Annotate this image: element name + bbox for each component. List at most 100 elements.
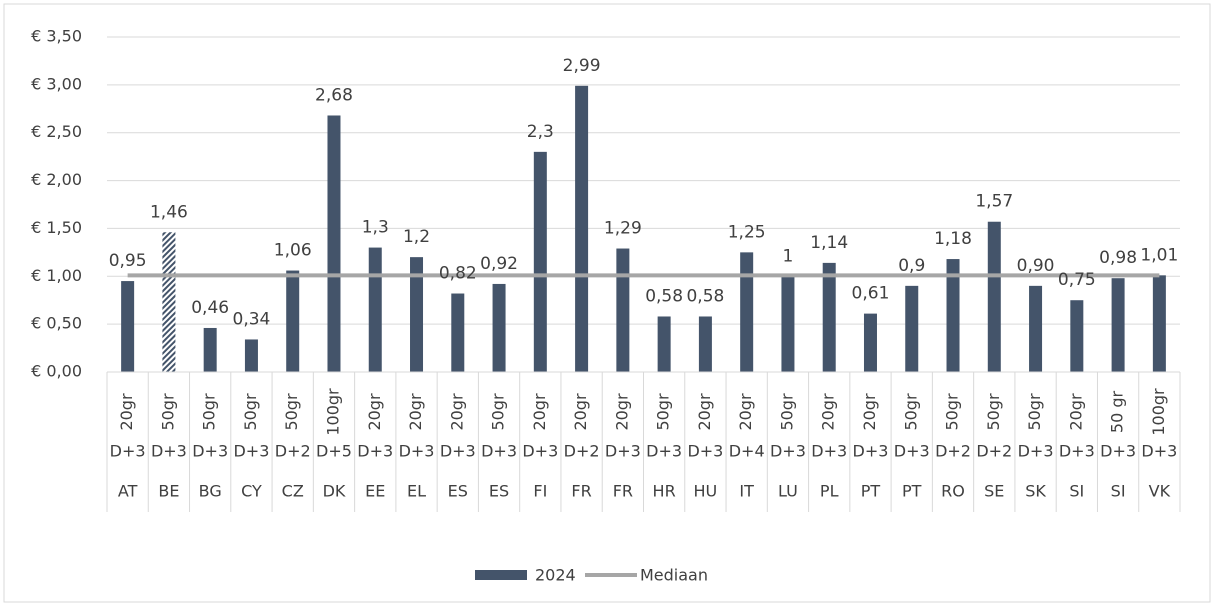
x-weight-label: 20gr <box>860 393 879 431</box>
bar <box>533 151 547 372</box>
x-delivery-label: D+3 <box>440 442 476 461</box>
data-label: 1,25 <box>728 222 766 242</box>
x-weight-label: 20gr <box>117 393 136 431</box>
bar <box>1152 275 1166 372</box>
x-tick-label: CZ <box>282 482 304 501</box>
data-label: 2,99 <box>563 56 601 76</box>
x-weight-label: 50gr <box>777 393 796 431</box>
legend-label: Mediaan <box>640 566 708 585</box>
x-tick-label: FR <box>571 482 591 501</box>
bar <box>286 270 300 372</box>
x-tick-label: EL <box>407 482 426 501</box>
x-weight-label: 50gr <box>901 393 920 431</box>
data-label: 1,01 <box>1140 245 1178 265</box>
bar <box>162 232 176 372</box>
x-tick-label: SK <box>1025 482 1046 501</box>
data-label: 0,98 <box>1099 248 1137 268</box>
x-weight-label: 50gr <box>1025 393 1044 431</box>
x-weight-label: 50gr <box>241 393 260 431</box>
x-tick-label: PT <box>861 482 881 501</box>
bar <box>987 221 1001 372</box>
x-weight-label: 20gr <box>1066 393 1085 431</box>
x-tick-label: IT <box>739 482 754 501</box>
data-label: 0,46 <box>191 298 229 318</box>
legend-swatch <box>475 570 527 580</box>
x-delivery-label: D+3 <box>1100 442 1136 461</box>
x-weight-label: 20gr <box>365 393 384 431</box>
bar <box>616 248 630 372</box>
x-delivery-label: D+3 <box>1141 442 1177 461</box>
x-tick-label: SE <box>984 482 1004 501</box>
chart-border <box>3 3 1211 603</box>
x-delivery-label: D+2 <box>976 442 1012 461</box>
bar <box>1111 278 1125 372</box>
y-tick-label: € 3,50 <box>31 27 82 46</box>
data-label: 0,58 <box>686 286 724 306</box>
x-tick-label: HU <box>694 482 718 501</box>
data-label: 1,2 <box>403 227 430 247</box>
x-weight-label: 50gr <box>654 393 673 431</box>
x-tick-label: SI <box>1069 482 1084 501</box>
bar <box>410 257 424 372</box>
x-tick-label: SI <box>1111 482 1126 501</box>
x-delivery-label: D+3 <box>357 442 393 461</box>
data-label: 1,06 <box>274 241 312 261</box>
x-tick-label: CY <box>241 482 262 501</box>
bar <box>946 259 960 372</box>
bar <box>657 316 671 372</box>
bar <box>121 281 135 372</box>
x-delivery-label: D+3 <box>522 442 558 461</box>
x-weight-label: 20gr <box>447 393 466 431</box>
x-tick-label: LU <box>778 482 798 501</box>
y-tick-label: € 2,00 <box>31 170 82 189</box>
x-delivery-label: D+3 <box>1059 442 1095 461</box>
x-weight-label: 20gr <box>819 393 838 431</box>
x-weight-label: 20gr <box>736 393 755 431</box>
x-weight-label: 20gr <box>571 393 590 431</box>
x-delivery-label: D+4 <box>729 442 765 461</box>
bar <box>905 285 919 372</box>
y-tick-label: € 0,00 <box>31 362 82 381</box>
bar <box>698 316 712 372</box>
data-label: 1,18 <box>934 229 972 249</box>
x-delivery-label: D+2 <box>275 442 311 461</box>
legend-label: 2024 <box>535 566 576 585</box>
y-tick-label: € 1,50 <box>31 218 82 237</box>
data-label: 1,3 <box>362 218 389 238</box>
x-weight-label: 20gr <box>612 393 631 431</box>
x-delivery-label: D+3 <box>853 442 889 461</box>
x-tick-label: EE <box>365 482 385 501</box>
x-delivery-label: D+3 <box>481 442 517 461</box>
x-weight-label: 50gr <box>943 393 962 431</box>
data-label: 2,68 <box>315 85 353 105</box>
bar <box>863 313 877 372</box>
x-delivery-label: D+3 <box>110 442 146 461</box>
x-delivery-label: D+3 <box>894 442 930 461</box>
bar <box>244 339 258 372</box>
x-weight-label: 50gr <box>984 393 1003 431</box>
data-label: 0,75 <box>1058 270 1096 290</box>
bar <box>492 283 506 372</box>
x-weight-label: 100gr <box>1149 388 1168 436</box>
data-label: 1,14 <box>810 233 848 253</box>
data-label: 0,90 <box>1017 256 1055 276</box>
x-delivery-label: D+3 <box>1018 442 1054 461</box>
x-weight-label: 50 gr <box>1108 390 1127 433</box>
y-tick-label: € 1,00 <box>31 266 82 285</box>
data-label: 1,29 <box>604 219 642 239</box>
x-weight-label: 20gr <box>530 393 549 431</box>
data-label: 1,46 <box>150 202 188 222</box>
data-label: 0,82 <box>439 264 477 284</box>
bar <box>1070 300 1084 372</box>
x-weight-label: 50gr <box>158 393 177 431</box>
x-tick-label: FR <box>613 482 633 501</box>
x-tick-label: AT <box>118 482 138 501</box>
bar <box>368 247 382 372</box>
data-label: 1,57 <box>975 192 1013 212</box>
bar <box>203 327 217 372</box>
x-delivery-label: D+3 <box>605 442 641 461</box>
bar <box>451 293 465 372</box>
bar <box>781 276 795 372</box>
x-tick-label: VK <box>1149 482 1171 501</box>
